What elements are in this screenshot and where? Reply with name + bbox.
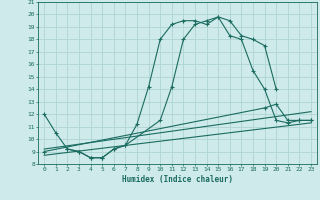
X-axis label: Humidex (Indice chaleur): Humidex (Indice chaleur) [122, 175, 233, 184]
